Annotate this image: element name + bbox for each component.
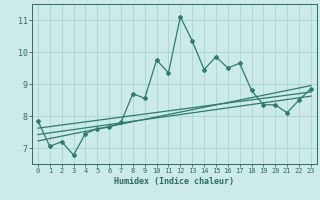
X-axis label: Humidex (Indice chaleur): Humidex (Indice chaleur) — [115, 177, 234, 186]
